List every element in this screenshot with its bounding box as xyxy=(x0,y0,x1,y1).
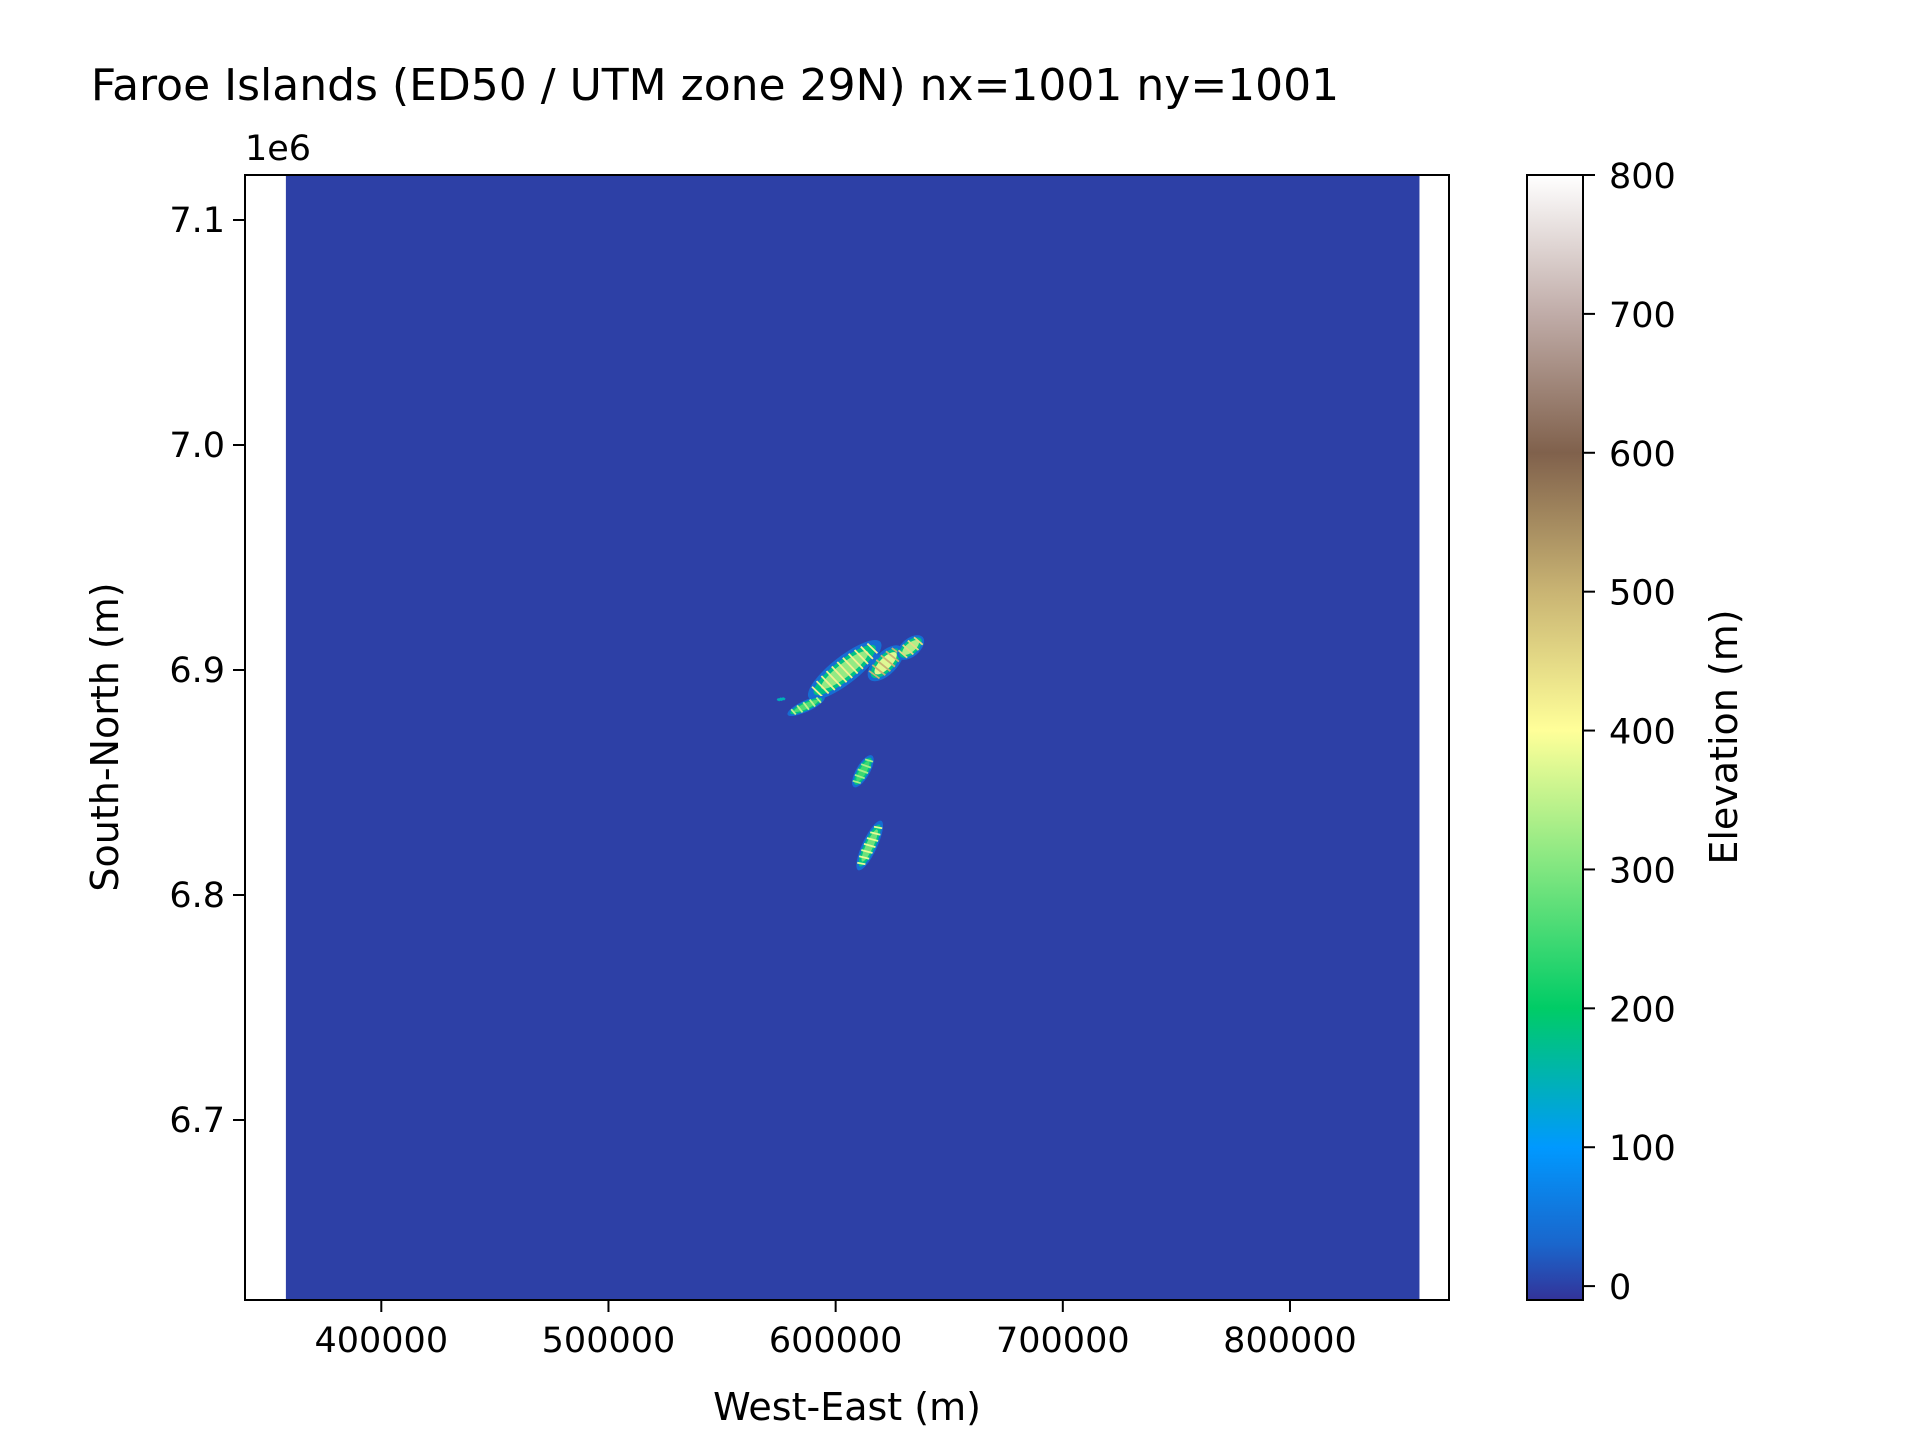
island-upland xyxy=(874,652,897,675)
colorbar-tick-label: 200 xyxy=(1609,990,1676,1030)
ridge-line xyxy=(863,843,876,848)
ridge-line xyxy=(861,849,873,854)
x-tick-label: 800000 xyxy=(1223,1321,1357,1361)
ridge-line xyxy=(860,763,872,769)
ridge-line xyxy=(907,639,920,651)
colorbar: 0 100 200 300 400 500 600 700 800 Elevation (m) xyxy=(1526,157,1746,1308)
ridge-line xyxy=(880,654,896,668)
ridge-line xyxy=(875,659,891,672)
island-3 xyxy=(897,635,925,660)
colorbar-tick-label: 600 xyxy=(1609,435,1676,475)
ridge-line xyxy=(869,831,881,836)
ridge-line xyxy=(815,680,830,695)
y-tick-label: 7.1 xyxy=(169,201,225,241)
y-offset-label: 1e6 xyxy=(245,129,311,169)
x-tick-label: 400000 xyxy=(314,1321,448,1361)
colorbar-tick-label: 300 xyxy=(1609,851,1676,891)
ridge-line xyxy=(836,661,853,679)
island-terrain xyxy=(776,635,925,871)
ridge-line xyxy=(781,697,786,701)
ridge-line xyxy=(831,665,848,683)
island-upland xyxy=(902,639,920,656)
ridge-line xyxy=(857,861,866,866)
ridge-line xyxy=(858,855,870,860)
x-axis-ticks: 400000 500000 600000 700000 800000 xyxy=(314,1300,1357,1361)
ridge-line xyxy=(779,697,783,702)
ridge-line xyxy=(864,758,874,763)
island-0 xyxy=(807,640,882,700)
ridge-line xyxy=(866,642,879,654)
ridge-line xyxy=(802,701,810,711)
y-axis-ticks: 6.7 6.8 6.9 7.0 7.1 xyxy=(169,201,245,1141)
colorbar-ticks: 0 100 200 300 400 500 600 700 800 xyxy=(1583,157,1676,1308)
island-2 xyxy=(787,695,825,717)
ridge-line xyxy=(796,704,804,713)
ridge-line xyxy=(868,670,881,680)
colorbar-tick-label: 0 xyxy=(1609,1268,1631,1308)
x-tick-label: 700000 xyxy=(996,1321,1130,1361)
ridge-line xyxy=(815,696,822,704)
colorbar-tick-label: 800 xyxy=(1609,157,1676,197)
ridge-line xyxy=(866,837,879,842)
ridge-line xyxy=(808,699,816,708)
x-axis-label: West-East (m) xyxy=(713,1385,981,1429)
island-1 xyxy=(867,645,904,682)
chart-title: Faroe Islands (ED50 / UTM zone 29N) nx=1… xyxy=(91,60,1339,111)
ridge-line xyxy=(873,825,883,830)
ridge-line xyxy=(902,644,914,656)
ridge-line xyxy=(842,657,859,675)
y-tick-label: 6.8 xyxy=(169,876,225,916)
ridge-line xyxy=(871,664,886,676)
ridge-line xyxy=(847,653,864,670)
y-tick-label: 6.7 xyxy=(169,1101,225,1141)
colorbar-label: Elevation (m) xyxy=(1702,609,1746,864)
colorbar-gradient xyxy=(1527,175,1583,1300)
heatmap-raster xyxy=(285,175,1420,1300)
x-tick-label: 500000 xyxy=(542,1321,676,1361)
island-4 xyxy=(852,755,874,788)
ridge-line xyxy=(825,670,842,687)
plot-frame xyxy=(244,174,1450,1301)
ridge-line xyxy=(853,649,869,665)
colorbar-tick-label: 700 xyxy=(1609,296,1676,336)
y-tick-label: 7.0 xyxy=(169,426,225,466)
ridge-line xyxy=(790,708,797,716)
ridge-line xyxy=(913,636,924,646)
island-6 xyxy=(776,697,786,702)
colorbar-frame xyxy=(1526,174,1584,1301)
colorbar-tick-label: 400 xyxy=(1609,713,1676,753)
ridge-line xyxy=(854,774,866,780)
ridge-line xyxy=(811,686,823,698)
colorbar-tick-label: 100 xyxy=(1609,1129,1676,1169)
plot-area xyxy=(244,174,1450,1301)
y-axis-label: South-North (m) xyxy=(83,582,127,891)
ridge-line xyxy=(857,768,869,774)
ridge-line xyxy=(897,649,908,659)
x-tick-label: 600000 xyxy=(769,1321,903,1361)
ridge-line xyxy=(852,779,861,784)
ridge-line xyxy=(820,675,836,691)
colorbar-tick-label: 500 xyxy=(1609,574,1676,614)
ridge-line xyxy=(860,645,874,660)
ridge-line xyxy=(776,698,781,702)
island-5 xyxy=(856,820,884,871)
y-tick-label: 6.9 xyxy=(169,651,225,691)
ridge-line xyxy=(885,650,900,663)
